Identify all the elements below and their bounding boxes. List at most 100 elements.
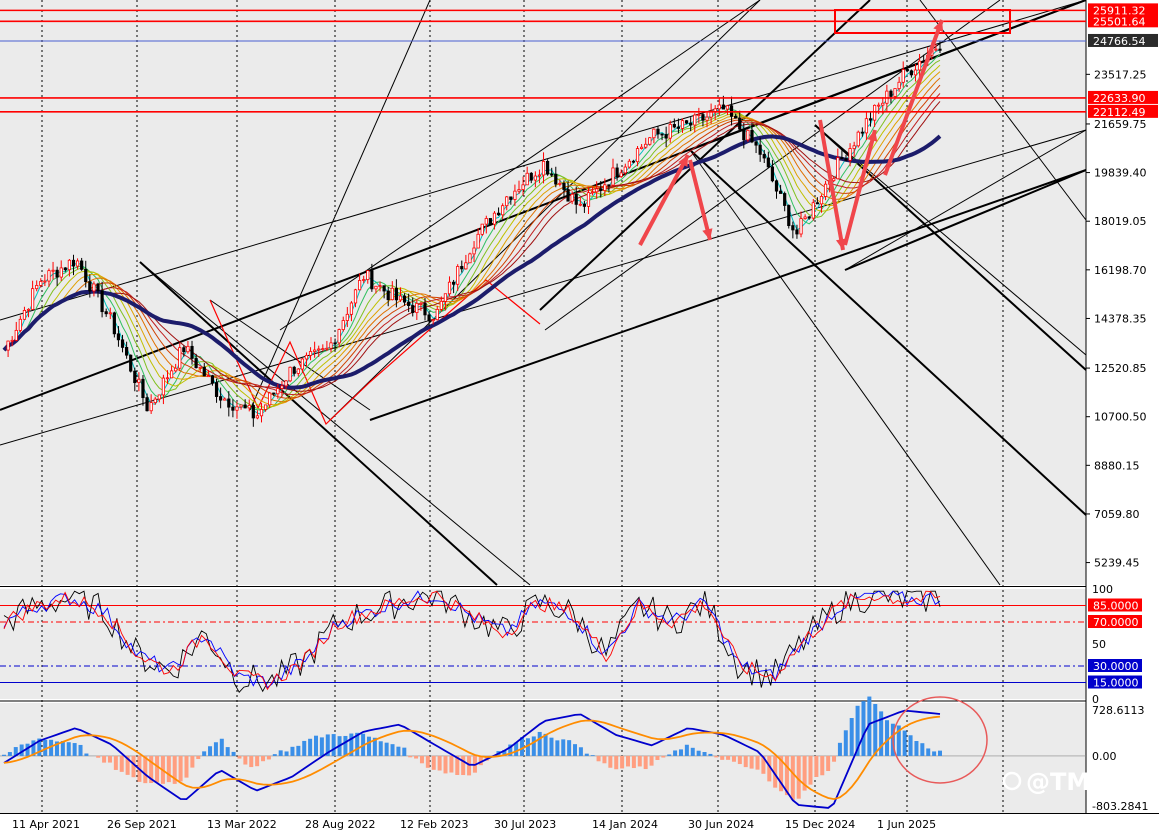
candle-body <box>428 315 430 320</box>
candle-body <box>326 348 328 349</box>
macd-bar <box>214 742 218 756</box>
candle-body <box>698 115 700 116</box>
candle-body <box>162 378 164 395</box>
candle-body <box>277 388 279 393</box>
macd-bar <box>120 756 124 772</box>
candle-body <box>530 173 532 180</box>
candle-body <box>383 286 385 291</box>
candle-body <box>248 405 250 408</box>
candle-body <box>767 158 769 167</box>
macd-bar <box>391 744 395 756</box>
candle-body <box>134 371 136 382</box>
candle-body <box>358 280 360 289</box>
candle-body <box>722 105 724 109</box>
candle-body <box>224 399 226 400</box>
macd-bar <box>208 746 212 756</box>
macd-bar <box>79 745 83 756</box>
candle-body <box>252 405 254 418</box>
y-tick-label: 22112.49 <box>1093 106 1146 119</box>
candle-body <box>19 319 21 330</box>
macd-bar <box>585 754 589 756</box>
candle-body <box>538 175 540 176</box>
macd-bar <box>343 736 347 756</box>
candle-body <box>718 105 720 109</box>
candle-body <box>689 123 691 125</box>
candle-body <box>792 226 794 230</box>
price-panel[interactable] <box>0 0 1086 585</box>
macd-bar <box>873 704 877 756</box>
macd-bar <box>814 756 818 777</box>
candle-body <box>820 196 822 203</box>
candle-body <box>80 261 82 269</box>
macd-bar <box>573 744 577 756</box>
candle-body <box>412 306 414 313</box>
candle-body <box>833 179 835 181</box>
macd-bar <box>826 756 830 771</box>
candle-body <box>657 129 659 134</box>
macd-bar <box>320 737 324 756</box>
candle-body <box>620 173 622 177</box>
candle-body <box>624 167 626 173</box>
candle-body <box>456 266 458 284</box>
macd-bar <box>756 756 760 770</box>
candle-body <box>232 407 234 410</box>
macd-bar <box>255 756 259 766</box>
candle-body <box>555 174 557 184</box>
candle-body <box>694 115 696 125</box>
candle-body <box>763 154 765 158</box>
candle-body <box>571 194 573 201</box>
macd-bar <box>538 732 542 756</box>
candle-body <box>379 286 381 287</box>
candle-body <box>440 301 442 309</box>
candle-body <box>367 271 369 280</box>
y-tick-label: 19839.40 <box>1094 167 1147 180</box>
candle-body <box>40 281 42 285</box>
candle-body <box>195 358 197 367</box>
candle-body <box>56 270 58 277</box>
candle-body <box>645 144 647 147</box>
candle-body <box>31 289 33 310</box>
candle-body <box>44 281 46 282</box>
candle-body <box>154 399 156 403</box>
candle-body <box>142 379 144 397</box>
macd-bar <box>332 734 336 756</box>
candle-body <box>845 159 847 161</box>
candle-body <box>575 194 577 204</box>
candle-body <box>215 383 217 397</box>
candle-body <box>632 161 634 162</box>
macd-tick-label: -803.2841 <box>1092 800 1148 813</box>
macd-bar <box>232 752 236 756</box>
candle-body <box>497 213 499 215</box>
candle-body <box>461 266 463 268</box>
candle-body <box>309 351 311 355</box>
candle-body <box>608 185 610 186</box>
candle-body <box>244 405 246 408</box>
candle-body <box>444 294 446 302</box>
x-tick-label: 13 Mar 2022 <box>207 818 277 830</box>
candle-body <box>60 268 62 277</box>
candle-body <box>857 132 859 146</box>
macd-bar <box>184 756 188 778</box>
candle-body <box>199 367 201 368</box>
candle-body <box>130 355 132 371</box>
candle-body <box>7 341 9 350</box>
macd-bar <box>249 756 253 767</box>
candle-body <box>105 312 107 314</box>
macd-tick-label: 728.6113 <box>1092 704 1145 717</box>
candle-body <box>567 189 569 201</box>
candle-body <box>882 103 884 105</box>
candle-body <box>436 309 438 319</box>
candle-body <box>35 285 37 288</box>
candle-body <box>354 290 356 303</box>
candle-body <box>628 161 630 167</box>
macd-bar <box>549 738 553 756</box>
macd-bar <box>597 756 601 761</box>
candle-body <box>264 405 266 410</box>
macd-bar <box>285 751 289 755</box>
candle-body <box>898 82 900 88</box>
stoch-tick-label: 70.0000 <box>1093 616 1139 629</box>
candle-body <box>477 234 479 248</box>
macd-bar <box>444 756 448 774</box>
